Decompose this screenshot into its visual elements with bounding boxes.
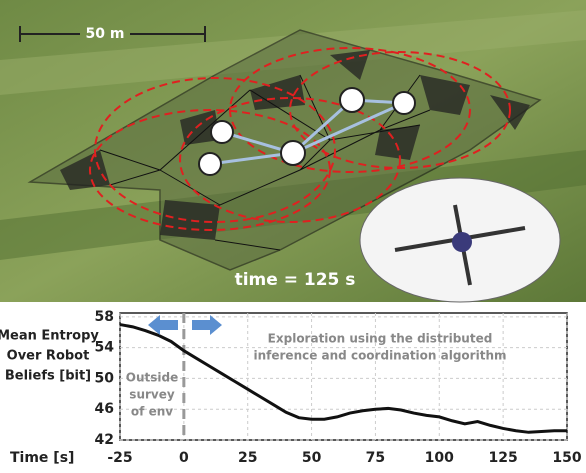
x-tick-label: 125 (489, 450, 518, 466)
time-label: time = 125 s (235, 270, 356, 290)
figure: 50 m time = 125 s Time [s] 4246505458-25… (0, 0, 586, 469)
x-tick-label: -25 (107, 450, 132, 466)
x-tick-label: 0 (179, 450, 189, 466)
x-tick-label: 25 (238, 450, 257, 466)
x-tick-label: 150 (552, 450, 581, 466)
y-axis-label: Mean Entropy (0, 329, 99, 344)
scale-label: 50 m (86, 26, 125, 42)
x-tick-label: 50 (302, 450, 322, 466)
annotation-right: Exploration using the distributed (268, 332, 493, 346)
annotation-left: survey (129, 388, 175, 402)
y-tick-label: 50 (95, 370, 115, 386)
y-tick-label: 42 (95, 432, 114, 448)
x-axis-label: Time [s] (10, 450, 74, 466)
annotation-left: of env (131, 405, 173, 419)
x-tick-label: 100 (425, 450, 454, 466)
y-axis-label: Over Robot (7, 349, 90, 364)
y-axis-label: Beliefs [bit] (5, 369, 91, 384)
y-tick-label: 58 (95, 309, 114, 325)
aerial-image (0, 0, 586, 302)
annotation-right: inference and coordination algorithm (254, 349, 507, 363)
page: {"overlay": {"scale_label": "50 m", "tim… (0, 0, 586, 469)
annotation-left: Outside (126, 371, 178, 385)
x-tick-label: 75 (366, 450, 385, 466)
y-tick-label: 46 (95, 401, 114, 417)
